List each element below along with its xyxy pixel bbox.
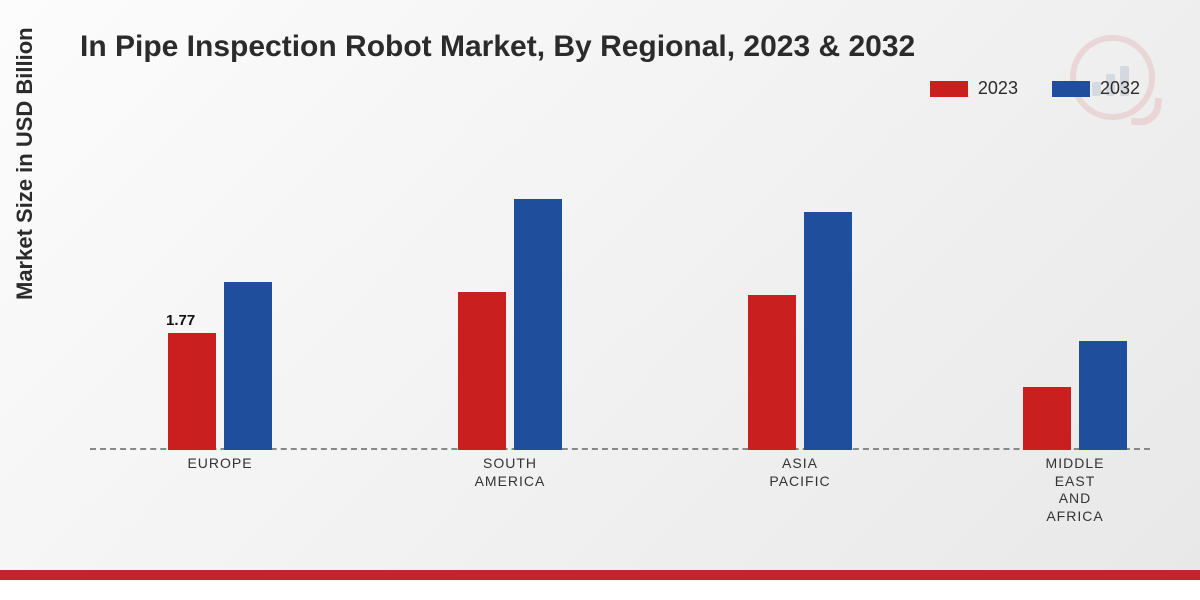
legend-swatch-2032 xyxy=(1052,81,1090,97)
bar-value-label: 1.77 xyxy=(166,312,195,329)
y-axis-label: Market Size in USD Billion xyxy=(12,27,38,300)
accent-band xyxy=(0,570,1200,580)
x-axis-category-label: EUROPE xyxy=(140,455,300,473)
legend-item-2023: 2023 xyxy=(930,78,1018,99)
chart-title: In Pipe Inspection Robot Market, By Regi… xyxy=(80,30,915,64)
plot-area: 1.77 xyxy=(90,120,1150,450)
bar-y2032 xyxy=(804,212,852,450)
bar-y2032 xyxy=(224,282,272,450)
x-axis-category-label: ASIAPACIFIC xyxy=(720,455,880,490)
bar-y2023 xyxy=(1023,387,1071,450)
bar-y2023 xyxy=(168,333,216,450)
bar-y2032 xyxy=(514,199,562,450)
bar-y2023 xyxy=(458,292,506,450)
x-axis-category-label: SOUTHAMERICA xyxy=(430,455,590,490)
bottom-band xyxy=(0,580,1200,600)
bar-y2032 xyxy=(1079,341,1127,450)
x-axis-category-label: MIDDLEEASTANDAFRICA xyxy=(995,455,1155,525)
legend-item-2032: 2032 xyxy=(1052,78,1140,99)
bar-y2023 xyxy=(748,295,796,450)
legend-label-2023: 2023 xyxy=(978,78,1018,99)
legend-swatch-2023 xyxy=(930,81,968,97)
legend: 2023 2032 xyxy=(930,78,1140,99)
chart-container: In Pipe Inspection Robot Market, By Regi… xyxy=(0,0,1200,600)
legend-label-2032: 2032 xyxy=(1100,78,1140,99)
